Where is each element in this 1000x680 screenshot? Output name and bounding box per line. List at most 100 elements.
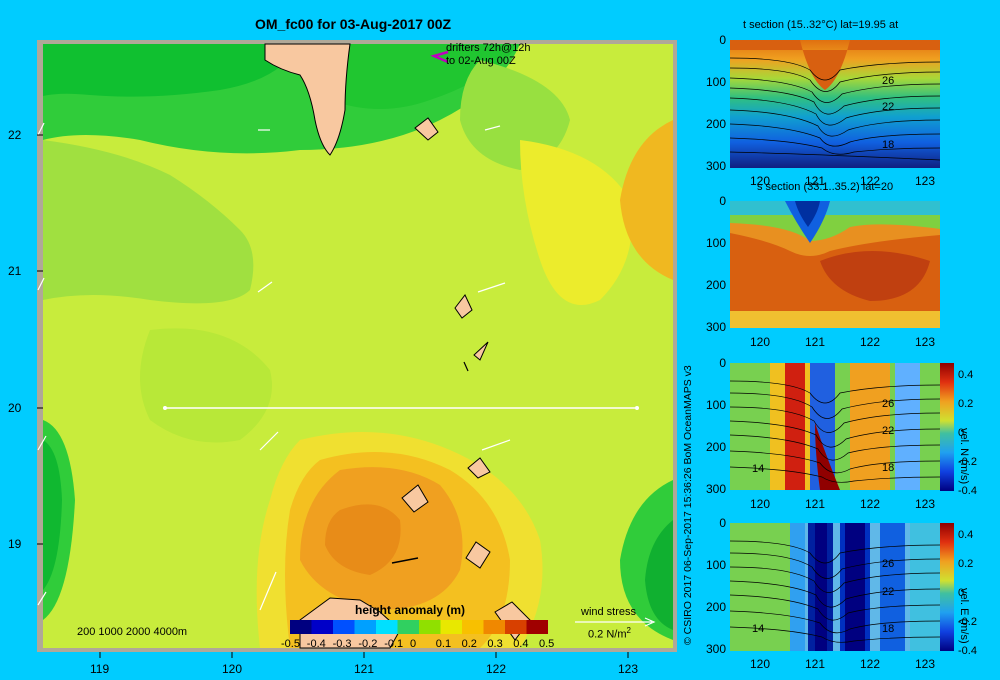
contour-label: 26 [882, 75, 895, 87]
contour-label: 14 [752, 463, 765, 475]
colorbar-label: -0.4 [306, 638, 326, 650]
contour-label: 26 [882, 558, 895, 570]
lon-tick: 122 [860, 335, 881, 349]
colorbar-label: -0.5 [281, 638, 300, 650]
colorbar-swatch [526, 620, 548, 634]
colorbar-swatch [290, 620, 312, 634]
wind-stress-arrows [37, 122, 511, 611]
lon-tick: 122 [860, 497, 881, 511]
depth-tick: 0 [719, 194, 726, 208]
colorbar-labels: -0.5 -0.4 -0.3 -0.2 -0.1 0 0.1 0.2 0.3 0.4 0.5 [280, 638, 555, 652]
map-title: OM_fc00 for 03-Aug-2017 00Z [255, 16, 452, 32]
credit-text: © CSIRO 2017 06-Sep-2017 15:36:26 BoM Oc… [682, 365, 694, 645]
lon-tick: 121 [805, 657, 826, 671]
lon-tick: 120 [750, 335, 771, 349]
taiwan-land [264, 43, 351, 156]
vel-colorbar-tick: 0.4 [958, 369, 974, 381]
contour-label: 22 [882, 101, 895, 113]
vel-colorbar-tick: 0.2 [958, 398, 974, 410]
colorbar-label: -0.2 [358, 638, 378, 650]
depth-tick: 300 [705, 320, 726, 334]
depth-tick: 300 [705, 642, 726, 656]
vn-section-plot[interactable] [730, 363, 940, 490]
t-section-title: t section (15..32°C) lat=19.95 at [743, 19, 899, 31]
ve-section-plot[interactable] [730, 523, 940, 651]
colorbar-label: 0.3 [487, 638, 503, 650]
colorbar-swatch [483, 620, 506, 634]
lon-tick: 121 [805, 497, 826, 511]
wind-stress-label: wind stress [581, 606, 637, 618]
lon-tick: 123 [915, 657, 936, 671]
colorbar-swatch [311, 620, 334, 634]
depth-tick: 200 [705, 278, 726, 292]
depth-tick: 100 [705, 75, 726, 89]
lon-tick: 122 [860, 174, 881, 188]
depth-legend: 200 1000 2000 4000m [77, 626, 188, 638]
contour-label: 18 [882, 462, 895, 474]
depth-tick: 100 [705, 236, 726, 250]
s-section-plot[interactable] [730, 201, 940, 328]
colorbar-label: 0.5 [539, 638, 555, 650]
lon-tick: 122 [486, 662, 507, 676]
depth-tick: 200 [705, 440, 726, 454]
drifter-marker [430, 50, 449, 64]
lon-tick: 120 [750, 657, 771, 671]
colorbar-label: 0.2 [461, 638, 477, 650]
drifters-label-1: drifters 72h@12h [446, 42, 531, 54]
vel-colorbar-tick: 0 [958, 427, 965, 439]
contour-label: 14 [752, 623, 765, 635]
lon-tick: 121 [354, 662, 375, 676]
depth-tick: 0 [719, 516, 726, 530]
colorbar-title: height anomaly (m) [355, 603, 466, 617]
vel-colorbar-tick: 0.2 [958, 558, 974, 570]
lon-tick: 123 [915, 174, 936, 188]
vel-colorbar-tick: -0.2 [958, 456, 977, 468]
vel-colorbar-tick: -0.4 [958, 485, 977, 497]
colorbar-swatch [505, 620, 527, 634]
lon-tick: 123 [618, 662, 639, 676]
depth-tick: 100 [705, 398, 726, 412]
depth-tick: 200 [705, 600, 726, 614]
depth-tick: 0 [719, 356, 726, 370]
vel-colorbar-tick: 0 [958, 587, 965, 599]
colorbar-swatch [462, 620, 484, 634]
wind-stress-value: 0.2 N/m2 [588, 626, 631, 641]
drifters-label-2: to 02-Aug 00Z [446, 55, 516, 67]
main-map[interactable] [0, 0, 690, 680]
colorbar-swatch [440, 620, 463, 634]
wind-stress-scale-arrow [575, 617, 656, 627]
lat-tick: 21 [8, 264, 22, 278]
t-section-plot[interactable] [730, 40, 940, 168]
contour-label: 26 [882, 398, 895, 410]
contour-label: 18 [882, 139, 895, 151]
drifter-track [391, 557, 419, 564]
depth-tick: 0 [719, 33, 726, 47]
depth-tick: 300 [705, 159, 726, 173]
lat-tick: 22 [8, 128, 22, 142]
lon-tick: 119 [90, 662, 110, 676]
vel-n-colorbar [940, 363, 954, 491]
colorbar-label: -0.3 [332, 638, 352, 650]
lat-tick: 20 [8, 401, 22, 415]
lon-tick: 120 [750, 174, 771, 188]
lat-tick: 19 [8, 537, 22, 551]
height-anomaly-colorbar [290, 620, 548, 634]
lon-tick: 120 [750, 497, 771, 511]
lon-tick: 123 [915, 497, 936, 511]
depth-tick: 200 [705, 117, 726, 131]
lon-tick: 122 [860, 657, 881, 671]
colorbar-swatch [419, 620, 441, 634]
depth-tick: 300 [705, 482, 726, 496]
lon-tick: 120 [222, 662, 243, 676]
contour-label: 18 [882, 623, 895, 635]
lon-tick: 121 [805, 174, 826, 188]
vel-e-colorbar [940, 523, 954, 651]
vel-colorbar-tick: -0.2 [958, 616, 977, 628]
contour-label: 22 [882, 425, 895, 437]
colorbar-swatch [333, 620, 355, 634]
vel-colorbar-tick: 0.4 [958, 529, 974, 541]
depth-tick: 100 [705, 558, 726, 572]
lon-tick: 121 [805, 335, 826, 349]
colorbar-label: 0.4 [513, 638, 529, 650]
contour-label: 22 [882, 586, 895, 598]
